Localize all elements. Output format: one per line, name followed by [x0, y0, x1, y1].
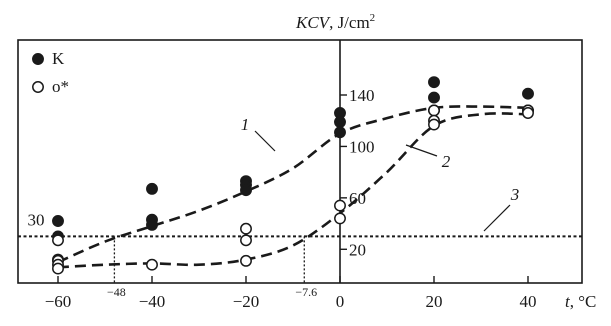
x-marker-label: −48 [107, 285, 126, 299]
data-point-o [522, 107, 534, 119]
y-tick-label: 100 [349, 137, 375, 156]
threshold-label: 30 [28, 210, 45, 229]
trend-curve-1 [57, 105, 529, 264]
x-tick-label: 40 [520, 292, 537, 311]
x-tick-label: 0 [336, 292, 345, 311]
curve-3-label: 3 [510, 185, 520, 204]
data-point-o [240, 234, 252, 247]
data-point-k [240, 184, 252, 197]
x-tick-label: −20 [233, 292, 260, 311]
curve-1-leader [254, 130, 276, 152]
data-point-o [52, 262, 64, 275]
data-point-o [146, 258, 158, 271]
curve-1-label: 1 [241, 115, 250, 134]
data-point-k [52, 215, 64, 227]
trend-curve-2 [57, 112, 529, 269]
data-point-o [240, 222, 252, 235]
x-axis-title: t, °C [565, 292, 596, 311]
legend-label: o* [52, 77, 69, 96]
data-point-k [334, 126, 346, 139]
plot-frame [17, 39, 583, 284]
legend-marker [32, 81, 44, 93]
data-point-k [522, 87, 534, 100]
x-tick-label: −40 [139, 292, 166, 311]
data-point-k [146, 218, 158, 231]
curve-2-leader [405, 144, 438, 157]
y-axis-title: KCV, J/cm2 [295, 12, 375, 32]
data-point-o [240, 254, 252, 267]
data-point-o [334, 199, 346, 212]
x-tick-label: 20 [426, 292, 443, 311]
data-point-k [146, 182, 158, 195]
curve-3-leader [483, 204, 511, 232]
data-point-o [52, 234, 64, 247]
data-point-o [428, 118, 440, 131]
x-tick-label: −60 [45, 292, 72, 311]
data-point-k [428, 91, 440, 104]
y-tick-label: 140 [349, 86, 375, 105]
x-marker-label: −7.6 [295, 285, 317, 299]
data-point-o [334, 212, 346, 225]
y-tick-label: 20 [349, 240, 366, 259]
legend-label: K [52, 49, 65, 68]
data-point-o [428, 104, 440, 117]
legend-marker [32, 53, 44, 65]
curve-2-label: 2 [442, 152, 451, 171]
data-point-k [334, 116, 346, 128]
data-point-k [428, 76, 440, 89]
